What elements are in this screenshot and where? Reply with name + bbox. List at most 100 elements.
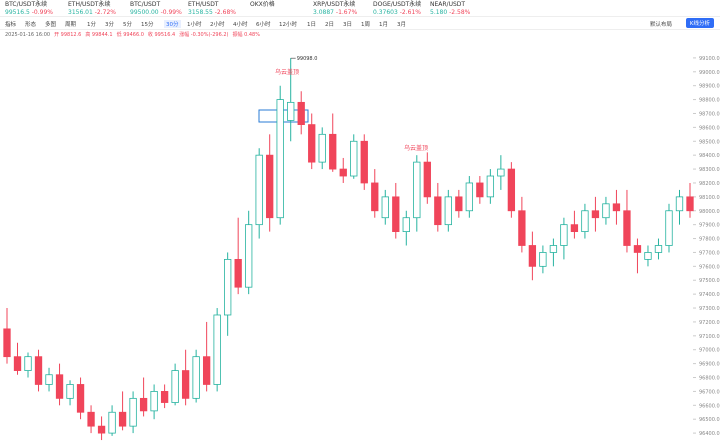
- candle-body: [297, 101, 305, 125]
- tab-price: 3.0887: [313, 9, 334, 16]
- candle-body: [87, 411, 95, 427]
- tab-symbol: OKX价格: [250, 1, 275, 8]
- ohlc-info: 2025-01-16 16:00 开 99812.6 高 99844.1 低 9946…: [5, 31, 264, 38]
- candle-body: [644, 252, 652, 260]
- candle-body: [476, 182, 484, 198]
- candle-body: [486, 175, 495, 198]
- interval-button[interactable]: 15分: [141, 22, 154, 28]
- interval-button[interactable]: 1小时: [187, 22, 202, 28]
- candle-body: [34, 356, 43, 385]
- candle-body: [350, 140, 358, 177]
- y-tick-label: 99100.0: [699, 56, 720, 62]
- analysis-button[interactable]: K线分析: [685, 18, 714, 28]
- candle-body: [434, 196, 442, 226]
- tab[interactable]: NEAR/USDT 5.180 -2.58%: [430, 1, 470, 17]
- candle-body: [192, 356, 200, 399]
- y-tick-label: 98100.0: [699, 195, 720, 201]
- interval-button[interactable]: 1周: [361, 22, 370, 28]
- interval-button[interactable]: 3分: [105, 22, 114, 28]
- tab-symbol: ETH/USDT: [188, 1, 219, 8]
- candle-body: [539, 252, 547, 267]
- tab-quote: 5.180 -2.58%: [430, 9, 470, 17]
- candle-body: [3, 328, 11, 358]
- candle-body: [55, 374, 64, 399]
- info-field: 涨幅 -0.30%(-296.2): [179, 32, 229, 38]
- candle-body: [423, 161, 431, 198]
- tab-quote: 99500.00 -0.99%: [130, 9, 182, 17]
- interval-button[interactable]: 4小时: [233, 22, 248, 28]
- candle-body: [602, 203, 610, 219]
- tab-change: -2.58%: [449, 9, 471, 16]
- y-tick-label: 98500.0: [699, 139, 720, 145]
- candle-body: [266, 154, 274, 219]
- candle-body: [24, 356, 32, 371]
- y-tick-label: 96400.0: [699, 431, 720, 437]
- info-field: 低 99466.0: [116, 32, 144, 38]
- tab-symbol: DOGE/USDT永续: [373, 1, 422, 8]
- candle-body: [308, 124, 316, 163]
- layout-button[interactable]: 默认布局: [649, 22, 672, 28]
- y-tick-label: 98300.0: [699, 167, 720, 173]
- candle-body: [455, 196, 463, 212]
- tab[interactable]: ETH/USDT永续 3156.01 -2.72%: [68, 1, 116, 17]
- tab-symbol: XRP/USDT永续: [313, 1, 356, 8]
- candle-body: [413, 161, 421, 219]
- candle-body: [507, 168, 516, 212]
- interval-button[interactable]: 30分: [164, 20, 181, 28]
- y-tick-label: 97000.0: [699, 348, 720, 354]
- y-tick-label: 96600.0: [699, 403, 720, 409]
- tab[interactable]: BTC/USDT 99500.00 -0.99%: [130, 1, 182, 17]
- interval-button[interactable]: 6小时: [256, 22, 271, 28]
- tab-price: 3158.55: [188, 9, 213, 16]
- candle-body: [444, 196, 452, 226]
- interval-button[interactable]: 12小时: [279, 22, 297, 28]
- tab-quote: 3.0887 -1.67%: [313, 9, 357, 17]
- candle-body: [234, 258, 242, 288]
- interval-button[interactable]: 5分: [123, 22, 132, 28]
- interval-button[interactable]: 2小时: [210, 22, 225, 28]
- y-tick-label: 98400.0: [699, 153, 720, 159]
- interval-button[interactable]: 2日: [325, 22, 334, 28]
- tab-symbol: BTC/USDT永续: [5, 1, 48, 8]
- y-tick-label: 97300.0: [699, 306, 720, 312]
- interval-button[interactable]: 3日: [343, 22, 352, 28]
- tab[interactable]: BTC/USDT永续 99516.5 -0.99%: [5, 1, 53, 17]
- candle-body: [150, 391, 158, 412]
- candle-body: [245, 224, 253, 288]
- interval-button[interactable]: 1日: [307, 22, 316, 28]
- tab-change: -0.99%: [31, 9, 53, 16]
- info-field: 收 99516.4: [147, 32, 176, 38]
- interval-button[interactable]: 1月: [379, 22, 388, 28]
- tab-quote: 3156.01 -2.72%: [68, 9, 116, 17]
- interval-button[interactable]: 3月: [397, 22, 406, 28]
- tab-price: 0.37603: [373, 9, 398, 16]
- candle-body: [287, 101, 295, 121]
- tab[interactable]: OKX价格: [250, 1, 275, 9]
- y-tick-label: 97100.0: [699, 334, 720, 340]
- candle-body: [570, 224, 579, 233]
- interval-button[interactable]: 1分: [87, 22, 96, 28]
- toolbar-item[interactable]: 周期: [65, 22, 77, 28]
- tab[interactable]: ETH/USDT 3158.55 -2.68%: [188, 1, 236, 17]
- tab-change: -2.72%: [94, 9, 116, 16]
- candle-body: [45, 374, 53, 385]
- tab-change: -2.61%: [399, 9, 421, 16]
- candle-body: [108, 411, 116, 434]
- y-tick-label: 98200.0: [699, 181, 720, 187]
- candle-body: [392, 196, 400, 233]
- candle-body: [181, 370, 190, 399]
- tab-quote: 0.37603 -2.61%: [373, 9, 421, 17]
- y-tick-label: 97700.0: [699, 250, 720, 256]
- info-field: 高 99844.1: [85, 32, 113, 38]
- toolbar-item[interactable]: 多图: [45, 22, 57, 28]
- tab-change: -2.68%: [214, 9, 236, 16]
- y-tick-label: 97500.0: [699, 278, 720, 284]
- toolbar-item[interactable]: 指标: [5, 22, 17, 28]
- tab[interactable]: DOGE/USDT永续 0.37603 -2.61%: [373, 1, 421, 17]
- candle-body: [202, 356, 211, 385]
- tab[interactable]: XRP/USDT永续 3.0887 -1.67%: [313, 1, 357, 17]
- candle-body: [139, 397, 148, 412]
- candle-body: [381, 196, 389, 219]
- toolbar-item[interactable]: 形态: [25, 22, 37, 28]
